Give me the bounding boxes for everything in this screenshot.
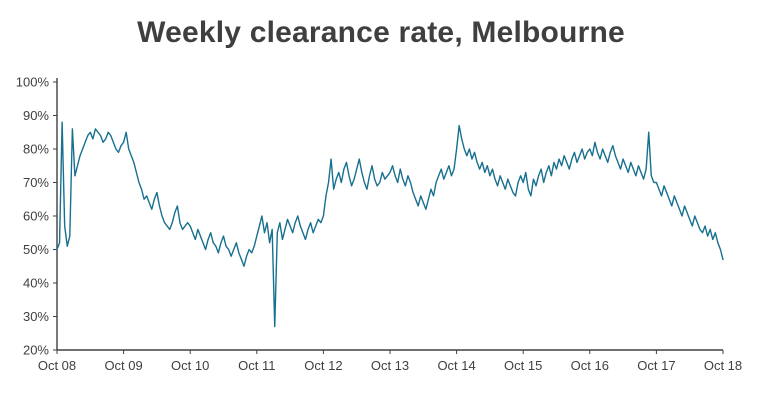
y-axis-label: 90% (23, 108, 49, 123)
x-axis-label: Oct 09 (104, 358, 142, 373)
chart-area: 20% 30% 40% 50% 60% 70% 80% 90% 100% Oct 08 Oct 09… (0, 68, 762, 398)
x-axis-label: Oct 13 (371, 358, 409, 373)
x-axis-label: Oct 17 (637, 358, 675, 373)
x-axis-label: Oct 11 (238, 358, 275, 373)
x-axis-label: Oct 10 (171, 358, 209, 373)
y-axis-label: 100% (16, 75, 50, 90)
y-axis-label: 50% (23, 242, 49, 257)
x-axis-label: Oct 18 (704, 358, 742, 373)
y-axis-label: 80% (23, 142, 49, 157)
y-axis-label: 70% (23, 175, 49, 190)
y-axis-label: 30% (23, 309, 49, 324)
y-axis-label: 60% (23, 209, 49, 224)
x-axis-label: Oct 15 (504, 358, 542, 373)
chart-title: Weekly clearance rate, Melbourne (137, 16, 625, 49)
x-axis-label: Oct 08 (38, 358, 76, 373)
y-axis-label: 20% (23, 343, 49, 358)
x-axis-label: Oct 14 (437, 358, 475, 373)
x-axis-label: Oct 12 (304, 358, 342, 373)
line-chart: 20% 30% 40% 50% 60% 70% 80% 90% 100% Oct 08 Oct 09… (16, 75, 742, 374)
clearance-rate-line (56, 121, 724, 328)
x-axis-label: Oct 16 (571, 358, 609, 373)
y-axis-label: 40% (23, 276, 49, 291)
